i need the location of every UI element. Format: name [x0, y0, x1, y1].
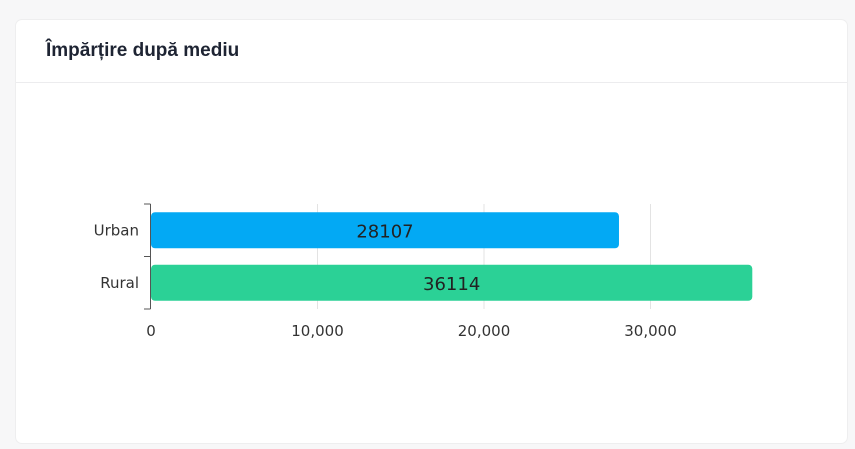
bar-urban[interactable]: [151, 212, 619, 249]
card-header: Împărțire după mediu: [16, 20, 847, 83]
labels: 0 10,000 20,000 30,000 Urban 28107 Rural 36114: [94, 221, 677, 340]
data-label: 36114: [423, 274, 480, 295]
bar-rural[interactable]: [151, 264, 753, 301]
category-label: Urban: [94, 221, 139, 239]
category-label: Rural: [100, 274, 139, 292]
data-label: 28107: [356, 221, 413, 242]
y-axis: [144, 203, 151, 310]
x-tick-label: 0: [146, 322, 156, 340]
card-title: Împărțire după mediu: [46, 40, 240, 61]
x-tick-label: 30,000: [624, 322, 677, 340]
x-tick-label: 20,000: [458, 322, 511, 340]
x-tick-label: 10,000: [291, 322, 344, 340]
bars: [151, 212, 753, 301]
